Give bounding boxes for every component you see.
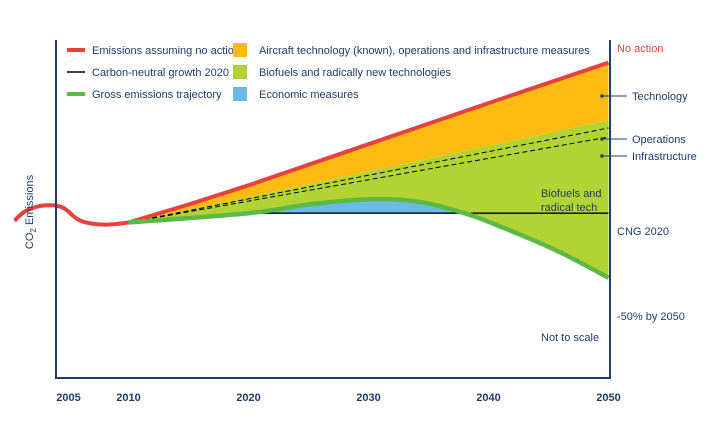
x-tick-label: 2010 [116, 392, 140, 404]
x-tick-label: 2020 [236, 392, 260, 404]
legend-label-economic: Economic measures [259, 89, 359, 101]
annotation-operations: Operations [632, 134, 686, 146]
legend-item-biofuels: Biofuels and radically new technologies [233, 65, 452, 79]
technology-marker-dot [600, 94, 604, 98]
line-no-action [127, 60, 610, 225]
legend-item-aircraft-tech: Aircraft technology (known), operations … [233, 43, 590, 57]
operations-marker-dot [600, 137, 604, 141]
x-tick-labels: 2005 2010 2020 2030 2040 2050 [56, 392, 620, 404]
legend-item-no-action: Emissions assuming no action [67, 45, 240, 57]
legend-label-aircraft-tech: Aircraft technology (known), operations … [259, 45, 590, 57]
legend-item-cng: Carbon-neutral growth 2020 [67, 67, 229, 79]
legend-label-biofuels: Biofuels and radically new technologies [259, 67, 452, 79]
infrastructure-marker-dot [600, 154, 604, 158]
annotation-infrastructure: Infrastructure [632, 151, 697, 163]
legend-swatch-aircraft-tech [233, 43, 247, 57]
line-historical-emissions [13, 203, 129, 227]
annotation-technology: Technology [632, 91, 688, 103]
line-infrastructure-boundary [128, 136, 609, 223]
legend-label-cng: Carbon-neutral growth 2020 [92, 67, 229, 79]
annotation-minus-50: -50% by 2050 [617, 311, 685, 323]
y-axis-label: CO2 Emissions [24, 174, 38, 249]
legend-item-economic: Economic measures [233, 87, 359, 101]
legend-label-no-action: Emissions assuming no action [92, 45, 240, 57]
annotation-biofuels-line1: Biofuels and [541, 188, 602, 200]
annotation-no-action: No action [617, 43, 663, 55]
legend: Emissions assuming no action Carbon-neut… [67, 43, 590, 101]
annotations: No action Technology Operations Infrastr… [541, 43, 697, 344]
x-tick-label: 2050 [596, 392, 620, 404]
legend-swatch-biofuels [233, 65, 247, 79]
x-tick-label: 2030 [356, 392, 380, 404]
legend-item-gross: Gross emissions trajectory [67, 89, 222, 101]
legend-swatch-economic [233, 87, 247, 101]
annotation-not-to-scale: Not to scale [541, 332, 599, 344]
x-tick-label: 2040 [476, 392, 500, 404]
legend-label-gross: Gross emissions trajectory [92, 89, 222, 101]
line-gross-emissions-trajectory [128, 196, 610, 280]
x-tick-label: 2005 [56, 392, 80, 404]
annotation-biofuels-line2: radical tech [541, 202, 597, 214]
line-operations-boundary [128, 127, 609, 223]
annotation-cng-2020: CNG 2020 [617, 226, 669, 238]
